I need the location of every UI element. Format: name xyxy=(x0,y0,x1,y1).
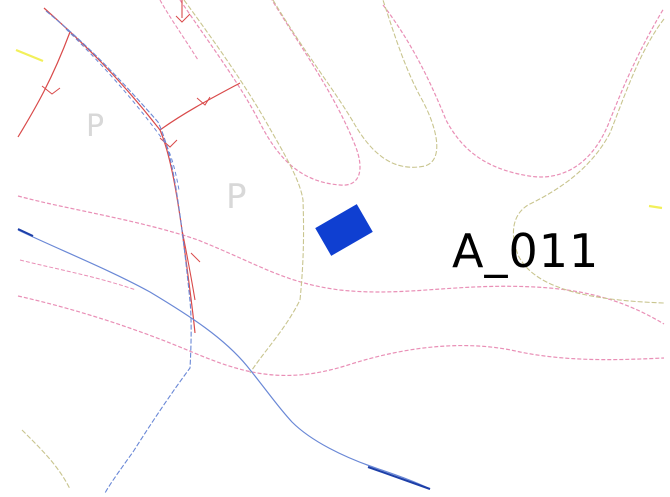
pink-road-line xyxy=(382,4,665,178)
feature-label: A_011 xyxy=(452,224,600,278)
dark-blue-road-segment xyxy=(17,228,34,237)
pink-road-line xyxy=(179,0,361,186)
pink-road-line xyxy=(17,295,665,376)
map-marker-rectangle[interactable] xyxy=(315,204,373,256)
red-road-line xyxy=(196,96,211,106)
parking-label: P xyxy=(226,177,247,217)
pink-road-line xyxy=(159,0,199,61)
blue-road-line xyxy=(65,28,180,191)
olive-road-line xyxy=(21,429,71,490)
red-lines xyxy=(17,0,241,334)
red-road-line xyxy=(190,252,201,263)
blue-road-line xyxy=(45,10,192,494)
red-road-line xyxy=(181,229,196,301)
feature-marker xyxy=(315,204,373,256)
olive-road-line xyxy=(183,0,305,374)
emphasis-lines xyxy=(15,48,663,490)
road-lines xyxy=(17,0,665,376)
red-road-line xyxy=(159,137,178,148)
dark-blue-road-segment xyxy=(367,466,431,490)
yellow-boundary-marker xyxy=(648,204,663,210)
red-road-line xyxy=(43,7,196,334)
olive-road-line xyxy=(272,0,438,168)
pink-road-line xyxy=(17,195,665,325)
olive-lines xyxy=(21,0,665,490)
red-road-line xyxy=(159,82,241,131)
yellow-boundary-marker xyxy=(15,48,44,63)
red-road-line xyxy=(175,13,191,23)
red-road-line xyxy=(17,31,71,138)
parking-labels: P P xyxy=(86,109,247,217)
parking-label: P xyxy=(86,109,104,144)
olive-road-line xyxy=(512,18,665,304)
pink-road-line xyxy=(19,259,137,291)
blue-road-line xyxy=(17,229,431,490)
blue-lines xyxy=(17,10,431,494)
red-road-line xyxy=(41,85,61,95)
